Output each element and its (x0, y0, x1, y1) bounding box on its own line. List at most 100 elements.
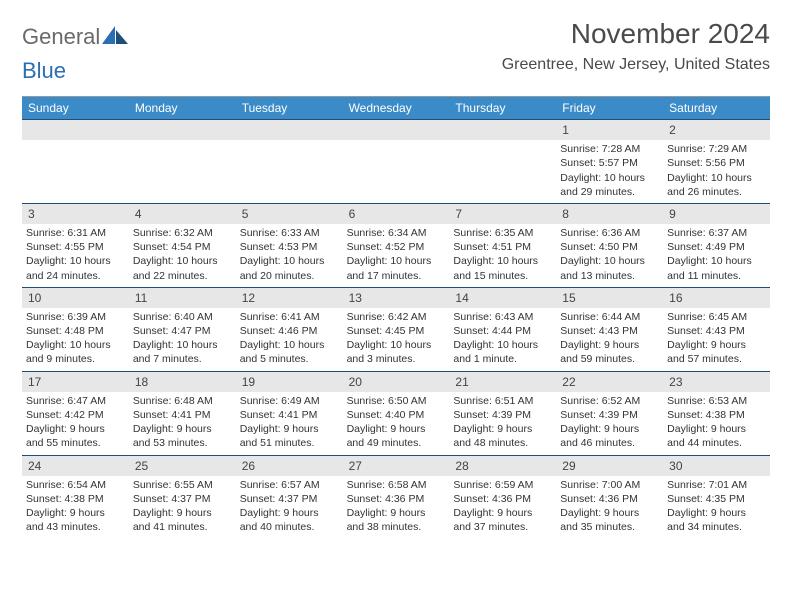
sunrise-text: Sunrise: 6:47 AM (26, 394, 125, 408)
day-cell: 21Sunrise: 6:51 AMSunset: 4:39 PMDayligh… (449, 371, 556, 455)
daylight-line2: and 51 minutes. (240, 436, 339, 450)
day-number: 24 (22, 455, 129, 476)
day-cell: 5Sunrise: 6:33 AMSunset: 4:53 PMDaylight… (236, 203, 343, 287)
day-number: 19 (236, 371, 343, 392)
sunrise-text: Sunrise: 6:49 AM (240, 394, 339, 408)
day-cell: 18Sunrise: 6:48 AMSunset: 4:41 PMDayligh… (129, 371, 236, 455)
day-number: 14 (449, 287, 556, 308)
day-number: 30 (663, 455, 770, 476)
daylight-line2: and 37 minutes. (453, 520, 552, 534)
daylight-line1: Daylight: 9 hours (240, 506, 339, 520)
logo-sail-icon (102, 26, 128, 44)
sunset-text: Sunset: 4:54 PM (133, 240, 232, 254)
day-cell: 26 Sunrise: 6:57 AMSunset: 4:37 PMDayligh… (236, 455, 343, 539)
day-number: 3 (22, 203, 129, 224)
daylight-line2: and 1 minute. (453, 352, 552, 366)
sunset-text: Sunset: 4:40 PM (347, 408, 446, 422)
day-number: 15 (556, 287, 663, 308)
sunset-text: Sunset: 4:48 PM (26, 324, 125, 338)
day-cell (129, 119, 236, 203)
day-cell: 23Sunrise: 6:53 AMSunset: 4:38 PMDayligh… (663, 371, 770, 455)
sunset-text: Sunset: 4:55 PM (26, 240, 125, 254)
day-number (236, 119, 343, 140)
day-cell: 24Sunrise: 6:54 AMSunset: 4:38 PMDayligh… (22, 455, 129, 539)
day-number: 5 (236, 203, 343, 224)
day-cell: 22Sunrise: 6:52 AMSunset: 4:39 PMDayligh… (556, 371, 663, 455)
daylight-line1: Daylight: 9 hours (26, 506, 125, 520)
day-cell: 29Sunrise: 7:00 AMSunset: 4:36 PMDayligh… (556, 455, 663, 539)
day-number: 29 (556, 455, 663, 476)
day-number: 18 (129, 371, 236, 392)
sunset-text: Sunset: 4:42 PM (26, 408, 125, 422)
day-number: 8 (556, 203, 663, 224)
sunset-text: Sunset: 4:52 PM (347, 240, 446, 254)
sunrise-text: Sunrise: 6:31 AM (26, 226, 125, 240)
daylight-line2: and 17 minutes. (347, 269, 446, 283)
sunrise-text: Sunrise: 7:01 AM (667, 478, 766, 492)
sunrise-text: Sunrise: 6:34 AM (347, 226, 446, 240)
day-number: 12 (236, 287, 343, 308)
daylight-line2: and 49 minutes. (347, 436, 446, 450)
daylight-line2: and 29 minutes. (560, 185, 659, 199)
sunset-text: Sunset: 4:35 PM (667, 492, 766, 506)
day-number: 2 (663, 119, 770, 140)
sunrise-text: Sunrise: 6:51 AM (453, 394, 552, 408)
logo: General (22, 18, 128, 50)
day-number: 22 (556, 371, 663, 392)
daylight-line1: Daylight: 10 hours (240, 254, 339, 268)
day-number: 1 (556, 119, 663, 140)
sunset-text: Sunset: 4:43 PM (560, 324, 659, 338)
sunset-text: Sunset: 4:36 PM (560, 492, 659, 506)
dow-saturday: Saturday (663, 97, 770, 119)
day-of-week-header: Sunday Monday Tuesday Wednesday Thursday… (22, 97, 770, 119)
sunrise-text: Sunrise: 7:28 AM (560, 142, 659, 156)
sunrise-text: Sunrise: 6:57 AM (240, 478, 339, 492)
day-cell: 4Sunrise: 6:32 AMSunset: 4:54 PMDaylight… (129, 203, 236, 287)
day-cell (343, 119, 450, 203)
day-number: 25 (129, 455, 236, 476)
day-number (129, 119, 236, 140)
day-cell: 16Sunrise: 6:45 AMSunset: 4:43 PMDayligh… (663, 287, 770, 371)
day-number: 9 (663, 203, 770, 224)
sunrise-text: Sunrise: 6:50 AM (347, 394, 446, 408)
day-cell: 2Sunrise: 7:29 AMSunset: 5:56 PMDaylight… (663, 119, 770, 203)
day-cell (22, 119, 129, 203)
day-cell: 9Sunrise: 6:37 AMSunset: 4:49 PMDaylight… (663, 203, 770, 287)
daylight-line1: Daylight: 9 hours (453, 506, 552, 520)
daylight-line1: Daylight: 10 hours (133, 254, 232, 268)
daylight-line2: and 59 minutes. (560, 352, 659, 366)
week-row: 10Sunrise: 6:39 AMSunset: 4:48 PMDayligh… (22, 287, 770, 371)
daylight-line1: Daylight: 9 hours (667, 338, 766, 352)
daylight-line1: Daylight: 10 hours (453, 254, 552, 268)
daylight-line2: and 38 minutes. (347, 520, 446, 534)
sunset-text: Sunset: 5:57 PM (560, 156, 659, 170)
day-cell: 11Sunrise: 6:40 AMSunset: 4:47 PMDayligh… (129, 287, 236, 371)
daylight-line1: Daylight: 9 hours (240, 422, 339, 436)
sunset-text: Sunset: 4:37 PM (133, 492, 232, 506)
sunset-text: Sunset: 4:43 PM (667, 324, 766, 338)
daylight-line2: and 41 minutes. (133, 520, 232, 534)
sunrise-text: Sunrise: 6:32 AM (133, 226, 232, 240)
sunrise-text: Sunrise: 6:59 AM (453, 478, 552, 492)
day-cell: 17Sunrise: 6:47 AMSunset: 4:42 PMDayligh… (22, 371, 129, 455)
sunrise-text: Sunrise: 6:35 AM (453, 226, 552, 240)
day-cell: 8Sunrise: 6:36 AMSunset: 4:50 PMDaylight… (556, 203, 663, 287)
day-cell: 25Sunrise: 6:55 AMSunset: 4:37 PMDayligh… (129, 455, 236, 539)
daylight-line1: Daylight: 10 hours (453, 338, 552, 352)
daylight-line1: Daylight: 9 hours (667, 422, 766, 436)
day-number (22, 119, 129, 140)
day-number: 23 (663, 371, 770, 392)
daylight-line1: Daylight: 9 hours (26, 422, 125, 436)
sunset-text: Sunset: 4:37 PM (240, 492, 339, 506)
sunrise-text: Sunrise: 6:41 AM (240, 310, 339, 324)
day-cell: 12Sunrise: 6:41 AMSunset: 4:46 PMDayligh… (236, 287, 343, 371)
day-cell: 13Sunrise: 6:42 AMSunset: 4:45 PMDayligh… (343, 287, 450, 371)
week-row: 17Sunrise: 6:47 AMSunset: 4:42 PMDayligh… (22, 371, 770, 455)
day-number: 26 (236, 455, 343, 476)
sunset-text: Sunset: 4:39 PM (560, 408, 659, 422)
daylight-line1: Daylight: 9 hours (560, 506, 659, 520)
daylight-line2: and 43 minutes. (26, 520, 125, 534)
day-cell: 20Sunrise: 6:50 AMSunset: 4:40 PMDayligh… (343, 371, 450, 455)
day-number: 10 (22, 287, 129, 308)
day-number (343, 119, 450, 140)
